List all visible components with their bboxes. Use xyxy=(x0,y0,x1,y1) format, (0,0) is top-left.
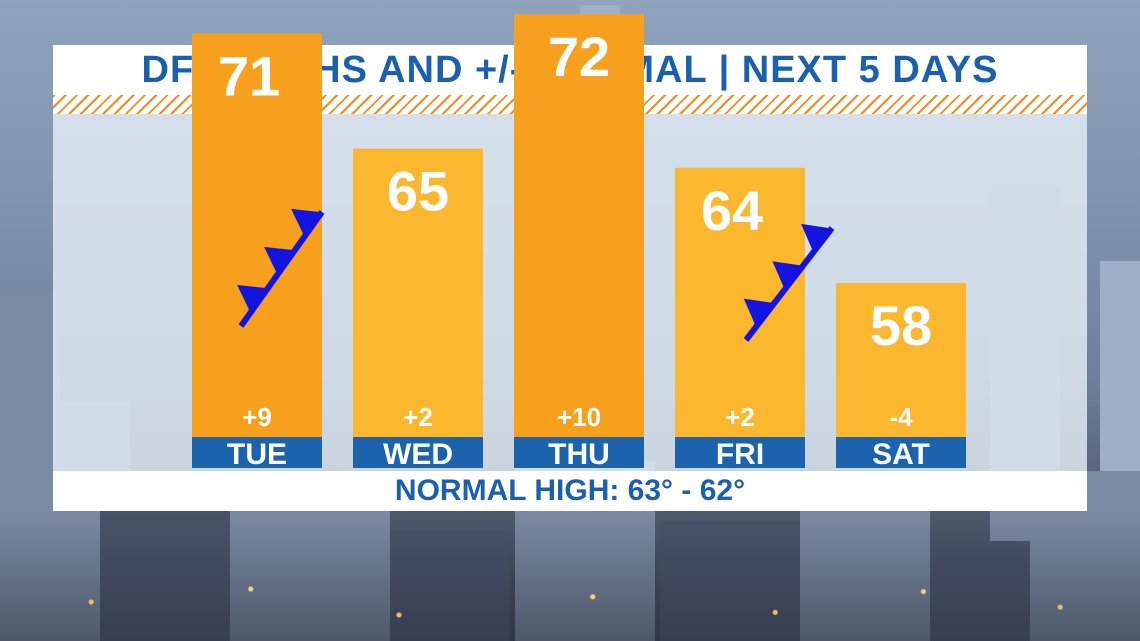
cold-front-fri-barb xyxy=(743,298,775,327)
cold-front-fri-barb xyxy=(772,261,803,290)
day-band-wed xyxy=(353,437,483,468)
day-label-tue: TUE xyxy=(227,438,287,471)
cold-front-fri-barb xyxy=(801,223,832,253)
bar-value-label: 71 xyxy=(218,44,280,107)
bar-sat xyxy=(836,283,966,437)
day-label-fri: FRI xyxy=(716,438,764,471)
departure-label: -4 xyxy=(889,402,913,432)
bar-value-label: 72 xyxy=(548,25,610,88)
day-label-sat: SAT xyxy=(872,438,930,471)
bar-value-label: 58 xyxy=(870,294,932,357)
bar-value-label: 64 xyxy=(701,179,763,242)
day-band-tue xyxy=(192,437,322,468)
day-band-fri xyxy=(675,437,805,468)
bar-fri xyxy=(675,167,805,438)
normal-high-text: NORMAL HIGH: 63° - 62° xyxy=(394,474,746,507)
bar-wed xyxy=(353,148,483,437)
cold-front-tue-barb xyxy=(264,246,295,275)
bar-tue xyxy=(192,33,322,438)
day-label-wed: WED xyxy=(383,438,453,471)
cold-front-tue-barb xyxy=(291,208,322,237)
normal-high-banner: NORMAL HIGH: 63° - 62° xyxy=(53,471,1087,511)
departure-label: +2 xyxy=(403,402,433,432)
departure-label: +9 xyxy=(242,402,272,432)
day-band-thu xyxy=(514,437,644,468)
bar-thu xyxy=(514,14,644,437)
cold-front-tue-barb xyxy=(237,284,268,313)
bar-value-label: 65 xyxy=(387,160,449,223)
day-label-thu: THU xyxy=(548,438,610,471)
departure-label: +10 xyxy=(557,402,601,432)
departure-label: +2 xyxy=(725,402,755,432)
day-band-sat xyxy=(836,437,966,468)
